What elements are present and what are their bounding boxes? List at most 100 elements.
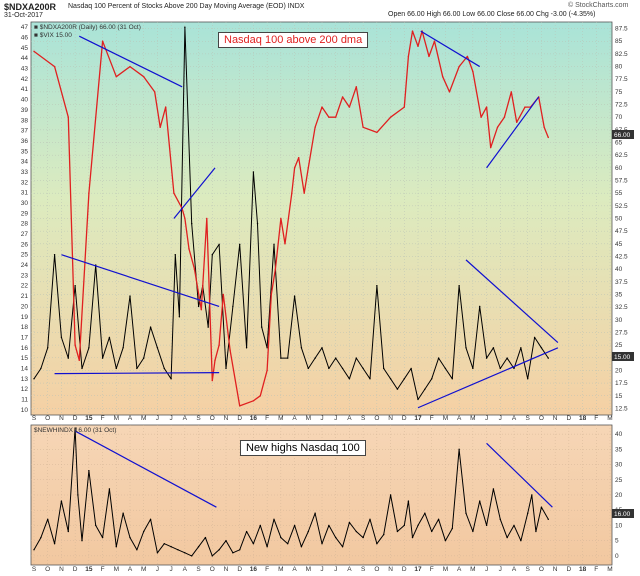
series-vix-point xyxy=(314,357,316,359)
series-ndxa200r-point xyxy=(480,116,482,118)
series-newhindx-point xyxy=(204,536,207,539)
series-vix-point xyxy=(533,336,536,339)
series-ndxa200r-point xyxy=(259,395,261,397)
series-vix-point xyxy=(67,357,69,359)
x-tick-label: J xyxy=(156,566,159,573)
series-ndxa200r-point xyxy=(101,40,104,42)
right-tick-label: 60 xyxy=(615,165,623,172)
series-ndxa200r-point xyxy=(143,75,145,78)
series-ndxa200r-point xyxy=(303,192,305,194)
x-tick-label: A xyxy=(128,566,133,573)
series-ndxa200r-point xyxy=(503,116,506,118)
x-tick-label: N xyxy=(59,415,64,422)
series-ndxa200r-point xyxy=(348,106,351,108)
series-newhindx-point xyxy=(108,488,111,490)
chart-description: Nasdaq 100 Percent of Stocks Above 200 D… xyxy=(68,3,305,10)
x-tick-label: O xyxy=(539,566,544,573)
series-vix-point xyxy=(260,326,263,328)
x-tick-label: D xyxy=(567,566,572,573)
series-vix-point xyxy=(293,295,296,297)
right-tag-bottom-text: 16.00 xyxy=(614,511,631,518)
series-newhindx-point xyxy=(531,494,533,496)
series-newhindx-point xyxy=(60,500,63,502)
series-vix-point xyxy=(170,378,172,380)
series-newhindx-point xyxy=(225,539,227,542)
series-vix-point xyxy=(341,367,344,370)
series-vix-point xyxy=(178,316,181,318)
series-newhindx-point xyxy=(280,536,282,539)
x-tick-label: O xyxy=(539,415,544,422)
series-ndxa200r-point xyxy=(206,217,208,220)
series-vix-point xyxy=(108,336,111,339)
series-ndxa200r-point xyxy=(173,192,175,194)
series-ndxa200r-point xyxy=(314,126,316,129)
series-newhindx-point xyxy=(348,521,351,524)
series-vix-point xyxy=(273,243,275,246)
right-tick-label: 65 xyxy=(615,140,623,147)
left-tick-label: 22 xyxy=(21,283,29,290)
series-vix-point xyxy=(252,171,255,173)
left-tick-label: 37 xyxy=(21,128,29,135)
series-newhindx-point xyxy=(479,500,481,502)
series-newhindx-point xyxy=(341,546,344,548)
x-tick-label: M xyxy=(114,415,119,422)
series-vix-point xyxy=(540,347,543,349)
series-newhindx-point xyxy=(451,527,453,530)
series-ndxa200r-point xyxy=(510,91,512,93)
series-vix-point xyxy=(355,357,357,359)
series-vix-point xyxy=(431,378,433,380)
series-vix-point xyxy=(266,347,268,349)
series-newhindx-point xyxy=(266,546,268,548)
left-tick-label: 38 xyxy=(21,117,29,124)
series-newhindx-point xyxy=(520,539,522,542)
series-vix-point xyxy=(410,367,412,370)
trendline-vix-2017-upper xyxy=(465,259,559,344)
brand-label: © StockCharts.com xyxy=(568,2,629,9)
left-tick-label: 28 xyxy=(21,221,29,228)
bottom-tick-label: 30 xyxy=(615,462,623,469)
series-vix-point xyxy=(492,347,495,349)
right-tick-label: 15 xyxy=(615,393,623,400)
series-newhindx-point xyxy=(314,512,316,514)
series-newhindx-point xyxy=(129,536,131,539)
left-tick-label: 31 xyxy=(21,190,29,197)
series-vix-point xyxy=(424,388,426,390)
series-vix-point xyxy=(321,347,323,349)
x-tick-label: S xyxy=(361,415,366,422)
left-tick-label: 46 xyxy=(21,35,29,42)
series-ndxa200r xyxy=(33,30,549,407)
series-vix-point xyxy=(239,243,241,246)
series-newhindx-point xyxy=(485,524,488,527)
x-tick-label: N xyxy=(388,566,393,573)
series-vix-point xyxy=(547,357,549,359)
series-newhindx-point xyxy=(273,518,275,521)
x-tick-label: A xyxy=(183,566,188,573)
series-ndxa200r-point xyxy=(33,50,35,53)
series-newhindx-point xyxy=(321,542,323,545)
left-tick-label: 26 xyxy=(21,241,29,248)
series-vix-point xyxy=(40,367,42,370)
series-vix-point xyxy=(129,295,131,297)
series-newhindx-point xyxy=(355,530,357,533)
x-tick-label: F xyxy=(101,566,105,573)
series-vix-point xyxy=(256,222,259,225)
series-newhindx-point xyxy=(424,512,426,514)
series-vix-point xyxy=(197,305,200,308)
series-newhindx-point xyxy=(218,549,220,551)
series-newhindx-point xyxy=(527,512,529,514)
series-newhindx-point xyxy=(191,555,193,557)
right-tick-label: 80 xyxy=(615,64,623,71)
series-ndxa200r-point xyxy=(188,248,190,250)
series-ndxa200r-point xyxy=(466,55,469,58)
series-vix-point xyxy=(513,367,515,370)
series-newhindx-point xyxy=(465,512,467,514)
left-tick-label: 24 xyxy=(21,262,29,269)
x-tick-label: A xyxy=(457,566,462,573)
left-tick-label: 43 xyxy=(21,66,29,73)
series-vix-point xyxy=(143,357,145,359)
series-newhindx-point xyxy=(149,518,152,521)
left-tick-label: 32 xyxy=(21,179,29,186)
series-newhindx-point xyxy=(88,469,90,472)
series-ndxa200r-point xyxy=(280,217,282,220)
trendline-vix-2017-lower xyxy=(417,347,559,409)
